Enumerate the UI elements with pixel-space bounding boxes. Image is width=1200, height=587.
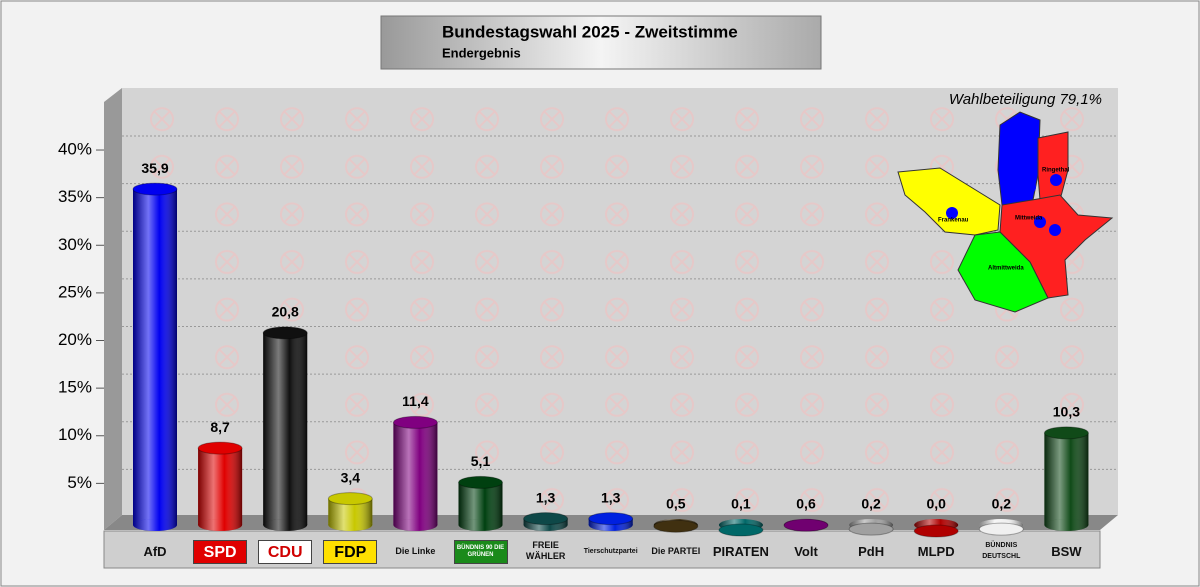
bar-top <box>783 518 829 532</box>
x-tick-label: Tierschutzpartei <box>583 547 638 555</box>
bar <box>913 519 959 538</box>
value-label: 1,3 <box>536 489 556 505</box>
map-label: Altmittweida <box>988 266 1024 272</box>
chart-title: Bundestagswahl 2025 - Zweitstimme <box>442 22 738 41</box>
x-tick-label: FREIE WÄHLER <box>525 540 566 561</box>
bar <box>848 519 894 536</box>
y-tick-label: 35% <box>58 187 92 206</box>
value-label: 1,3 <box>601 489 621 505</box>
bar <box>132 182 178 531</box>
bar <box>1043 426 1089 531</box>
bar-shade <box>393 422 438 525</box>
map-label: Frankenau <box>938 218 969 224</box>
y-tick-label: 5% <box>67 473 92 492</box>
value-label: 0,2 <box>992 496 1012 512</box>
bar-base-shade <box>328 519 373 531</box>
bar <box>653 519 699 533</box>
title-box <box>380 15 822 70</box>
value-label: 0,5 <box>666 496 686 512</box>
bar <box>523 512 569 531</box>
bar-base-shade <box>458 519 503 531</box>
bar-top <box>1043 426 1089 440</box>
value-label: 5,1 <box>471 453 491 469</box>
x-tick-label: AfD <box>143 543 167 559</box>
side-wall <box>104 88 122 530</box>
value-label: 8,7 <box>210 419 230 435</box>
bar-top <box>327 492 373 506</box>
bar-top <box>653 519 699 533</box>
bar-top <box>978 522 1024 536</box>
bars <box>122 135 1118 538</box>
x-tick-label: PdH <box>858 543 885 559</box>
bar-top <box>132 182 178 196</box>
value-label: 0,6 <box>796 496 816 512</box>
x-tick-label: CDU <box>258 540 313 564</box>
bar-base-shade <box>263 519 308 531</box>
bar-base-shade <box>198 519 243 531</box>
value-label: 10,3 <box>1053 404 1080 420</box>
y-tick-label: 30% <box>58 235 92 254</box>
bar-top <box>718 523 764 537</box>
bar-top <box>392 415 438 429</box>
y-tick-label: 20% <box>58 330 92 349</box>
bar <box>392 415 438 531</box>
x-tick-label: BÜNDNIS 90 DIE GRÜNEN <box>453 540 508 564</box>
map-label: Ringethal <box>1042 168 1070 174</box>
bar-top <box>588 512 634 526</box>
value-label: 3,4 <box>341 469 361 485</box>
bar-base-shade <box>1044 519 1089 531</box>
x-tick-label: MLPD <box>917 543 955 559</box>
value-label: 0,2 <box>861 496 881 512</box>
bar-base-shade <box>133 519 177 531</box>
y-tick-label: 40% <box>58 140 92 159</box>
y-tick-label: 15% <box>58 378 92 397</box>
bar <box>978 519 1024 536</box>
chart-subtitle: Endergebnis <box>442 45 521 60</box>
bar <box>458 475 503 531</box>
bar <box>327 492 373 531</box>
bar-top <box>848 522 894 536</box>
x-tick-label: BÜNDNIS DEUTSCHL <box>982 542 1021 560</box>
bar <box>262 326 308 531</box>
bar-shade <box>263 332 308 525</box>
bar-shade <box>198 448 243 525</box>
x-tick-label: Die Linke <box>395 545 436 556</box>
value-label: 11,4 <box>402 393 429 409</box>
x-tick-label: BSW <box>1051 543 1082 559</box>
y-tick-label: 25% <box>58 282 92 301</box>
y-tick-label: 10% <box>58 425 92 444</box>
bar <box>718 519 764 537</box>
x-tick-label: Volt <box>794 543 818 559</box>
value-label: 35,9 <box>141 160 168 176</box>
bar-shade <box>1044 432 1089 525</box>
bar <box>783 518 829 532</box>
value-label: 0,0 <box>926 496 946 512</box>
bar-top <box>523 512 569 526</box>
bar-base-shade <box>393 519 438 531</box>
bar-shade <box>458 482 503 525</box>
annotation: Wahlbeteiligung 79,1% <box>949 91 1102 108</box>
x-tick-label: PIRATEN <box>712 543 769 559</box>
bar-top <box>913 524 959 538</box>
bar-top <box>197 441 243 455</box>
bar <box>588 512 634 531</box>
bar-top <box>458 475 503 489</box>
bar-top <box>262 326 308 340</box>
x-tick-label: FDP <box>323 540 378 564</box>
bar-shade <box>133 189 177 525</box>
x-tick-label: Die PARTEI <box>651 545 701 556</box>
x-tick-label: SPD <box>193 540 248 564</box>
value-label: 0,1 <box>731 496 751 512</box>
map: Frankenau Altmittweida Mittweida Ringeth… <box>897 111 1114 313</box>
bar <box>197 441 243 531</box>
value-label: 20,8 <box>272 304 299 320</box>
map-label: Mittweida <box>1015 216 1043 222</box>
